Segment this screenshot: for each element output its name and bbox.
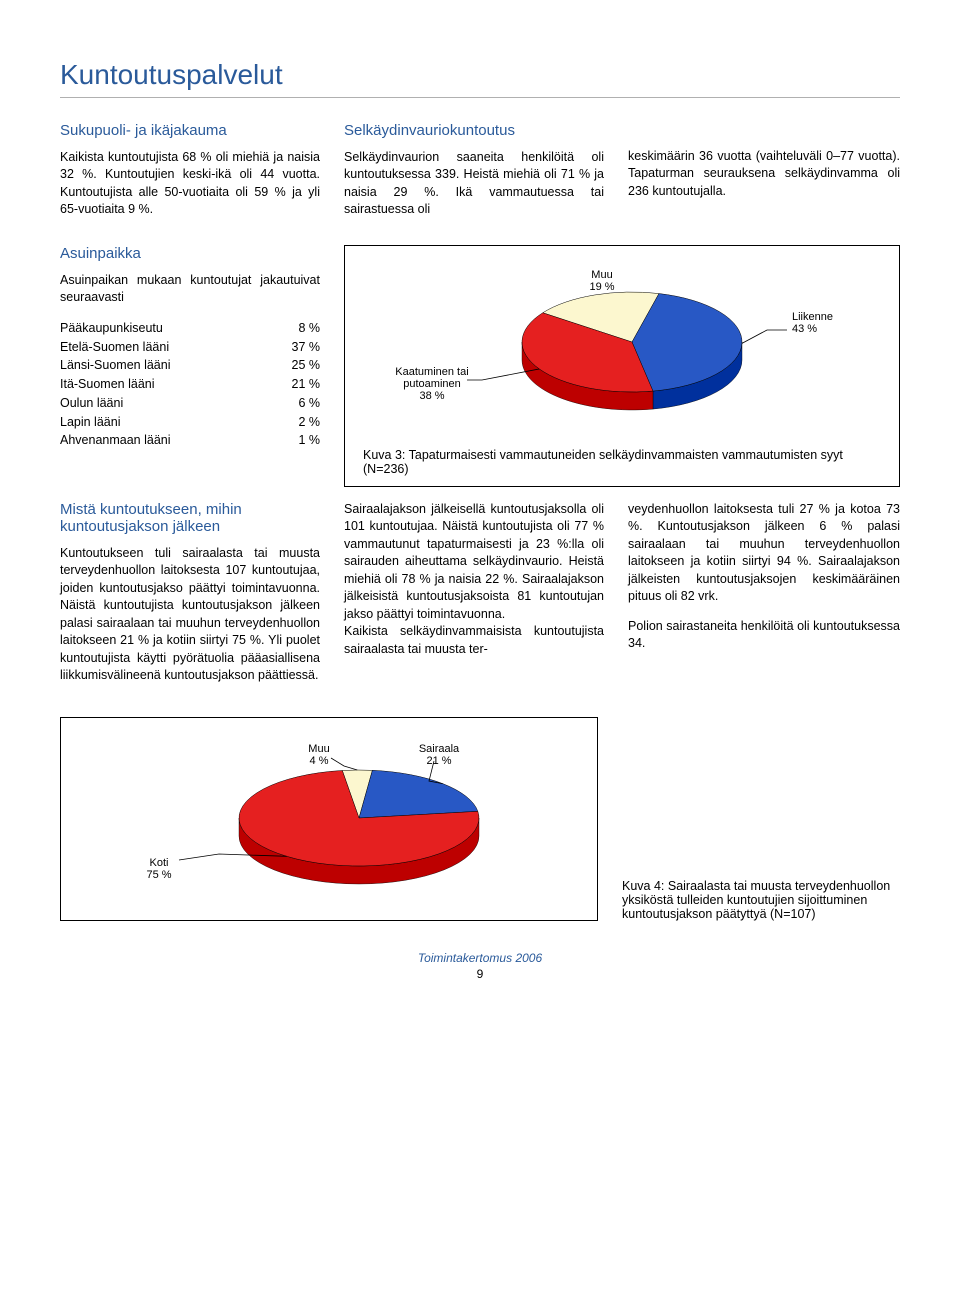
text-sukupuoli: Kaikista kuntoutujista 68 % oli miehiä j…	[60, 149, 320, 219]
sairaala-mid-block: Sairaalajakson jälkeisellä kuntoutusjaks…	[344, 501, 604, 697]
svg-text:75 %: 75 %	[146, 869, 171, 881]
svg-text:Kaatuminen tai: Kaatuminen tai	[395, 366, 468, 378]
column-selkaydin: Selkäydinvauriokuntoutus Selkäydinvaurio…	[344, 122, 604, 231]
heading-mista: Mistä kuntoutukseen, mihin kuntoutusjaks…	[60, 501, 320, 535]
svg-text:4 %: 4 %	[310, 755, 329, 767]
sairaala-right-block: veydenhuollon laitoksesta tuli 27 % ja k…	[628, 501, 900, 697]
text-mista: Kuntoutukseen tuli sairaalasta tai muust…	[60, 545, 320, 685]
svg-text:38 %: 38 %	[419, 390, 444, 402]
region-label: Etelä-Suomen lääni	[60, 338, 169, 357]
region-value: 2 %	[298, 413, 320, 432]
heading-asuinpaikka: Asuinpaikka	[60, 245, 320, 262]
region-row: Pääkaupunkiseutu 8 %	[60, 319, 320, 338]
region-table: Pääkaupunkiseutu 8 % Etelä-Suomen lääni 37 …	[60, 319, 320, 450]
chart1-caption: Kuva 3: Tapaturmaisesti vammautuneiden s…	[363, 448, 881, 476]
chart1-frame: Muu19 % Liikenne43 % Kaatuminen taiputoami…	[344, 245, 900, 487]
svg-text:Sairaala: Sairaala	[419, 743, 460, 755]
svg-text:Liikenne: Liikenne	[792, 311, 833, 323]
region-label: Itä-Suomen lääni	[60, 375, 155, 394]
page-title: Kuntoutuspalvelut	[60, 59, 900, 98]
svg-text:43 %: 43 %	[792, 323, 817, 335]
region-value: 6 %	[298, 394, 320, 413]
svg-text:Muu: Muu	[591, 269, 612, 281]
column-sukupuoli: Sukupuoli- ja ikäjakauma Kaikista kuntou…	[60, 122, 320, 231]
region-row: Ahvenanmaan lääni 1 %	[60, 431, 320, 450]
region-value: 1 %	[298, 431, 320, 450]
svg-text:Koti: Koti	[150, 857, 169, 869]
region-label: Oulun lääni	[60, 394, 123, 413]
svg-text:21 %: 21 %	[426, 755, 451, 767]
region-label: Ahvenanmaan lääni	[60, 431, 171, 450]
chart2-pie: Muu4 % Sairaala21 % Koti75 %	[99, 736, 559, 906]
mista-block: Mistä kuntoutukseen, mihin kuntoutusjaks…	[60, 501, 320, 697]
region-label: Pääkaupunkiseutu	[60, 319, 163, 338]
asuinpaikka-block: Asuinpaikka Asuinpaikan mukaan kuntoutuj…	[60, 245, 320, 450]
mid-section: Asuinpaikka Asuinpaikan mukaan kuntoutuj…	[60, 245, 900, 487]
text-sairaala-mid: Sairaalajakson jälkeisellä kuntoutusjaks…	[344, 501, 604, 659]
text-sairaala-right: veydenhuollon laitoksesta tuli 27 % ja k…	[628, 501, 900, 606]
top-columns: Sukupuoli- ja ikäjakauma Kaikista kuntou…	[60, 122, 900, 231]
footer: Toimintakertomus 2006 9	[60, 951, 900, 981]
region-value: 37 %	[292, 338, 321, 357]
region-value: 21 %	[292, 375, 321, 394]
region-label: Lapin lääni	[60, 413, 120, 432]
footer-text: Toimintakertomus 2006	[60, 951, 900, 965]
svg-text:19 %: 19 %	[589, 281, 614, 293]
text-polio: Polion sairastaneita henkilöitä oli kunt…	[628, 618, 900, 653]
chart2-caption: Kuva 4: Sairaalasta tai muusta terveyden…	[622, 879, 900, 921]
heading-sukupuoli: Sukupuoli- ja ikäjakauma	[60, 122, 320, 139]
region-row: Lapin lääni 2 %	[60, 413, 320, 432]
region-row: Itä-Suomen lääni 21 %	[60, 375, 320, 394]
chart1-pie: Muu19 % Liikenne43 % Kaatuminen taiputoami…	[372, 260, 872, 440]
lower-columns: Mistä kuntoutukseen, mihin kuntoutusjaks…	[60, 501, 900, 697]
region-label: Länsi-Suomen lääni	[60, 356, 171, 375]
region-value: 25 %	[292, 356, 321, 375]
bottom-chart-area: Muu4 % Sairaala21 % Koti75 % Kuva 4: Saira…	[60, 717, 900, 921]
chart2-frame: Muu4 % Sairaala21 % Koti75 %	[60, 717, 598, 921]
region-row: Oulun lääni 6 %	[60, 394, 320, 413]
region-row: Länsi-Suomen lääni 25 %	[60, 356, 320, 375]
page-number: 9	[60, 967, 900, 981]
region-value: 8 %	[298, 319, 320, 338]
heading-selkaydin: Selkäydinvauriokuntoutus	[344, 122, 604, 139]
text-selkaydin: Selkäydinvaurion saaneita henkilöitä oli…	[344, 149, 604, 219]
svg-text:Muu: Muu	[308, 743, 329, 755]
text-right-para: keskimäärin 36 vuotta (vaihteluväli 0–77…	[628, 148, 900, 201]
region-row: Etelä-Suomen lääni 37 %	[60, 338, 320, 357]
text-asuinpaikka-intro: Asuinpaikan mukaan kuntoutujat jakautuiv…	[60, 272, 320, 307]
svg-text:putoaminen: putoaminen	[403, 378, 461, 390]
column-right-para: keskimäärin 36 vuotta (vaihteluväli 0–77…	[628, 122, 900, 231]
